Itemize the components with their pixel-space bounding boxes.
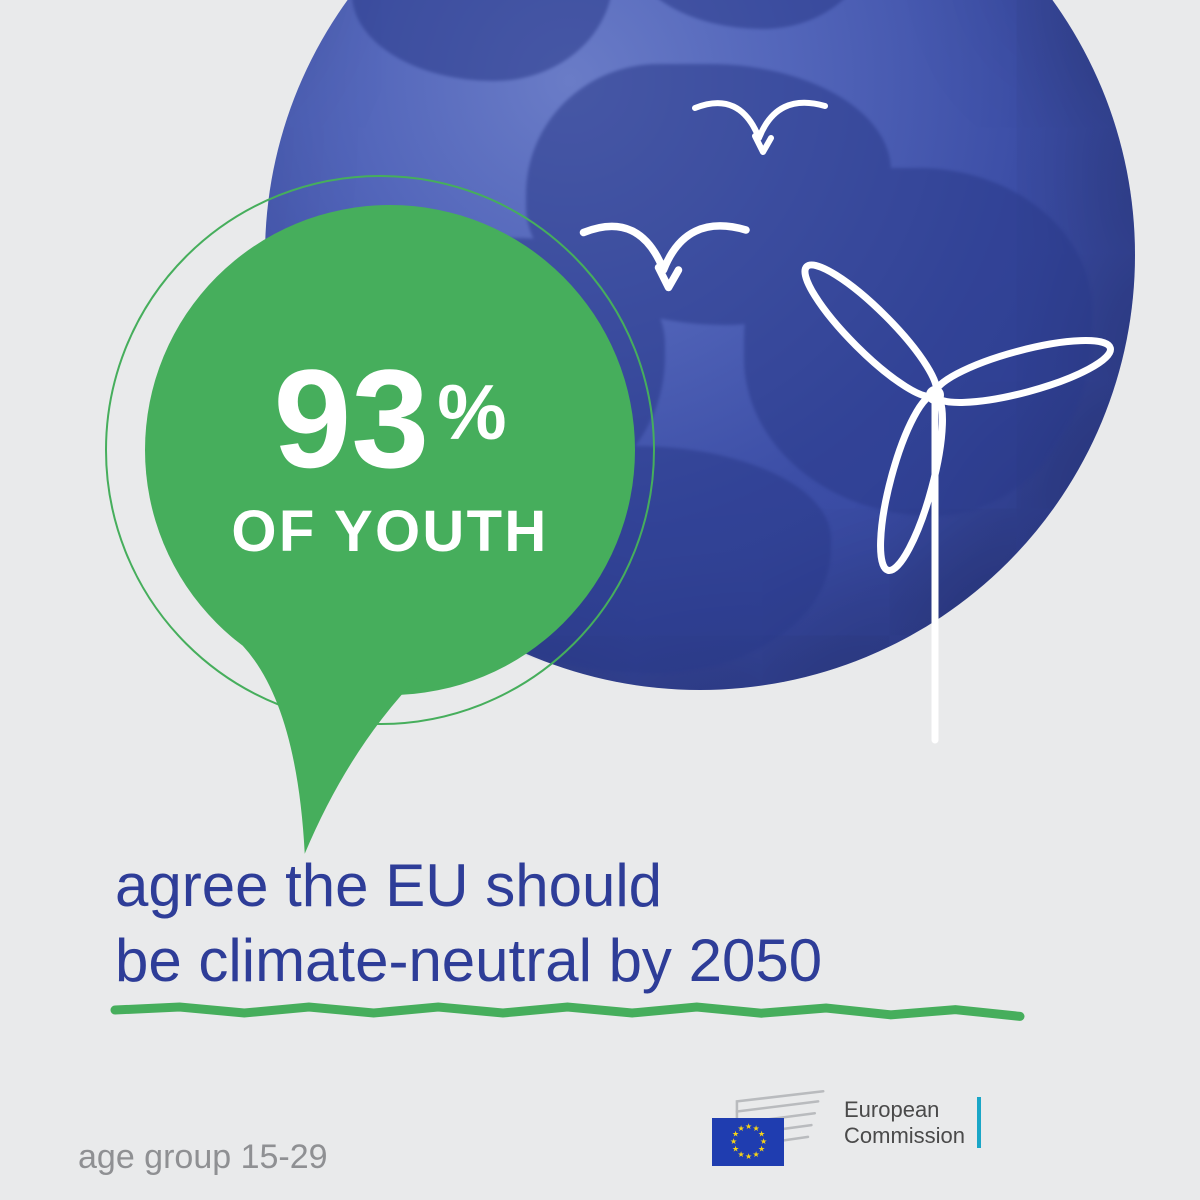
ec-emblem: ★★★★★★★★★★★★ bbox=[720, 1085, 830, 1160]
infographic-canvas: 93% OF YOUTH agree the EU should be clim… bbox=[0, 0, 1200, 1200]
age-group-footnote: age group 15-29 bbox=[78, 1138, 328, 1177]
ec-line1: European bbox=[844, 1097, 965, 1122]
stat-subline: OF YOUTH bbox=[96, 503, 684, 561]
headline-underline bbox=[0, 990, 1200, 1030]
eu-flag-icon: ★★★★★★★★★★★★ bbox=[712, 1118, 784, 1166]
headline: agree the EU should be climate-neutral b… bbox=[115, 848, 822, 998]
wind-turbine-icon bbox=[725, 260, 1145, 810]
stat-number: 93 bbox=[273, 349, 429, 489]
ec-line2: Commission bbox=[844, 1123, 965, 1148]
ec-wordmark: European Commission bbox=[844, 1097, 981, 1148]
stat-percent: % bbox=[437, 373, 506, 451]
headline-line2: be climate-neutral by 2050 bbox=[115, 927, 822, 994]
speech-bubble: 93% OF YOUTH bbox=[96, 156, 684, 901]
headline-line1: agree the EU should bbox=[115, 852, 662, 919]
stat-text: 93% OF YOUTH bbox=[96, 349, 684, 561]
european-commission-logo: ★★★★★★★★★★★★ European Commission bbox=[720, 1085, 981, 1160]
bird-icon bbox=[685, 90, 835, 175]
